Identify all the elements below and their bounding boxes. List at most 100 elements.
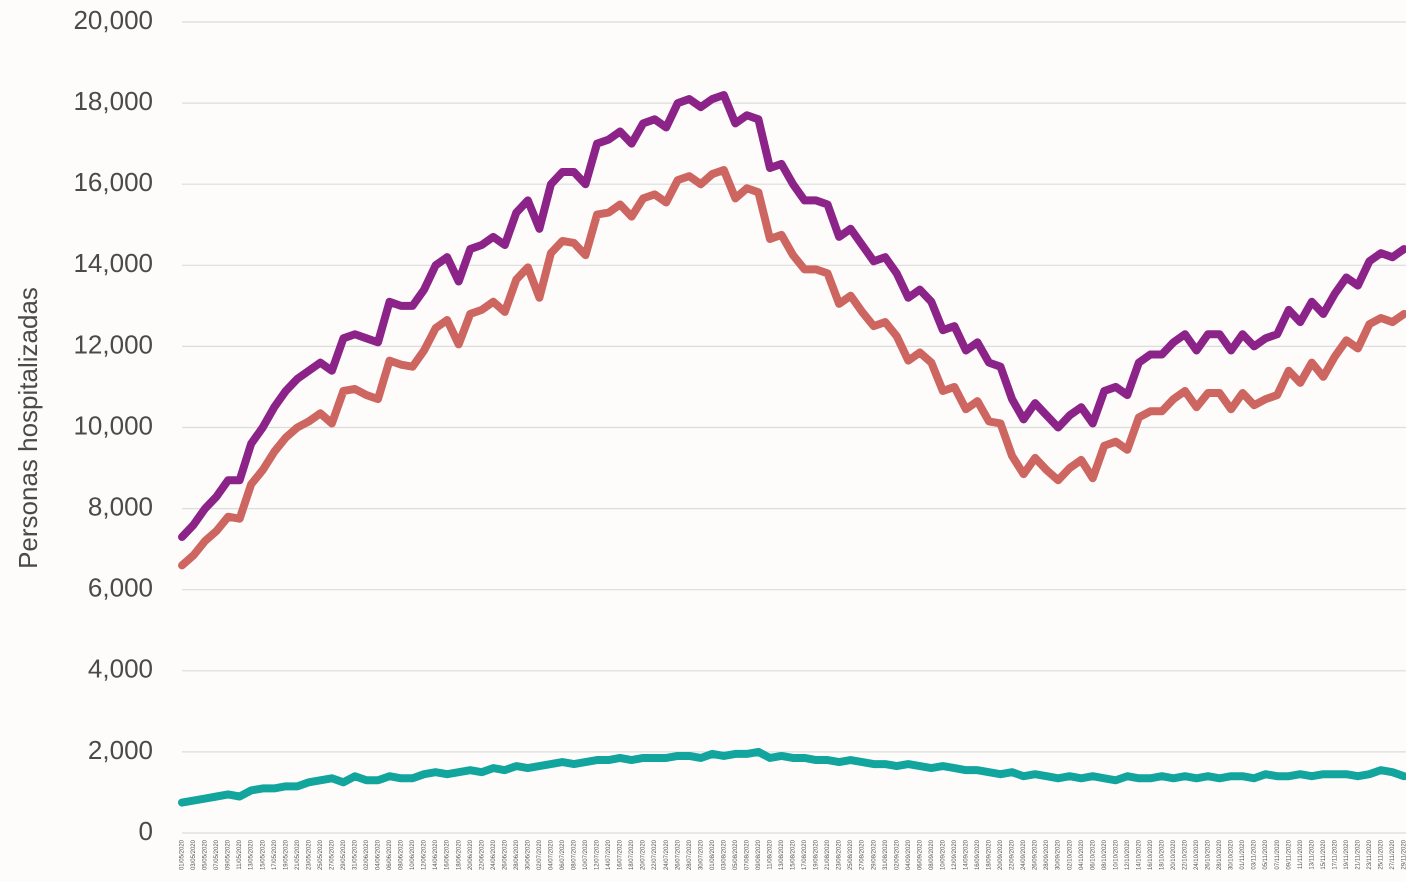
x-tick-label: 08/07/2020 xyxy=(572,839,578,870)
x-tick-label: 21/05/2020 xyxy=(295,839,301,870)
x-tick-label: 22/10/2020 xyxy=(1183,839,1189,870)
x-tick-label: 02/06/2020 xyxy=(364,839,370,870)
background xyxy=(0,0,1406,882)
x-tick-label: 06/09/2020 xyxy=(917,839,923,870)
x-tick-label: 18/06/2020 xyxy=(456,839,462,870)
x-tick-label: 18/09/2020 xyxy=(987,839,993,870)
x-tick-label: 20/10/2020 xyxy=(1171,839,1177,870)
x-tick-label: 09/08/2020 xyxy=(756,839,762,870)
x-tick-label: 11/08/2020 xyxy=(768,839,774,869)
x-tick-label: 24/06/2020 xyxy=(491,839,497,870)
x-tick-label: 28/10/2020 xyxy=(1217,839,1223,870)
x-tick-label: 15/08/2020 xyxy=(791,839,797,870)
x-tick-label: 12/07/2020 xyxy=(595,839,601,870)
x-tick-label: 26/07/2020 xyxy=(675,839,681,870)
x-tick-label: 10/06/2020 xyxy=(410,839,416,870)
y-tick-label: 16,000 xyxy=(73,167,153,197)
x-tick-label: 05/11/2020 xyxy=(1263,839,1269,869)
y-tick-label: 8,000 xyxy=(88,491,153,521)
x-tick-label: 29/05/2020 xyxy=(341,839,347,870)
x-tick-label: 07/11/2020 xyxy=(1275,839,1281,869)
x-tick-label: 09/11/2020 xyxy=(1286,839,1292,869)
y-tick-label: 2,000 xyxy=(88,735,153,765)
x-tick-label: 25/08/2020 xyxy=(848,839,854,870)
x-tick-label: 07/08/2020 xyxy=(744,839,750,870)
x-tick-label: 14/09/2020 xyxy=(964,839,970,870)
x-tick-label: 26/10/2020 xyxy=(1206,839,1212,870)
x-tick-label: 22/09/2020 xyxy=(1010,839,1016,870)
x-tick-label: 30/09/2020 xyxy=(1056,839,1062,870)
x-tick-label: 23/05/2020 xyxy=(306,839,312,870)
chart: Personas hospitalizadas 02,0004,0006,000… xyxy=(0,0,1406,882)
x-tick-label: 17/11/2020 xyxy=(1332,839,1338,869)
x-tick-label: 16/06/2020 xyxy=(445,839,451,870)
x-tick-label: 11/05/2020 xyxy=(237,839,243,869)
x-tick-label: 02/07/2020 xyxy=(537,839,543,870)
x-tick-label: 12/06/2020 xyxy=(422,839,428,870)
x-tick-label: 09/05/2020 xyxy=(226,839,232,870)
x-tick-label: 02/09/2020 xyxy=(894,839,900,870)
x-tick-label: 25/05/2020 xyxy=(318,839,324,870)
x-tick-label: 06/10/2020 xyxy=(1090,839,1096,870)
x-tick-label: 29/08/2020 xyxy=(871,839,877,870)
x-tick-label: 10/07/2020 xyxy=(583,839,589,870)
x-tick-label: 01/11/2020 xyxy=(1240,839,1246,869)
y-tick-label: 14,000 xyxy=(73,248,153,278)
x-tick-label: 25/11/2020 xyxy=(1379,839,1385,869)
x-tick-label: 18/10/2020 xyxy=(1159,839,1165,870)
x-tick-label: 29/11/2020 xyxy=(1402,839,1406,869)
x-tick-label: 31/08/2020 xyxy=(883,839,889,870)
y-tick-label: 6,000 xyxy=(88,573,153,603)
x-tick-label: 23/11/2020 xyxy=(1367,839,1373,869)
x-tick-label: 30/06/2020 xyxy=(525,839,531,870)
x-tick-label: 05/05/2020 xyxy=(203,839,209,870)
x-tick-label: 22/06/2020 xyxy=(479,839,485,870)
x-tick-label: 24/10/2020 xyxy=(1194,839,1200,870)
x-tick-label: 21/08/2020 xyxy=(825,839,831,870)
x-tick-label: 03/05/2020 xyxy=(191,839,197,870)
x-tick-label: 28/07/2020 xyxy=(687,839,693,870)
x-tick-label: 04/07/2020 xyxy=(548,839,554,870)
x-tick-label: 28/09/2020 xyxy=(1044,839,1050,870)
x-tick-label: 04/06/2020 xyxy=(376,839,382,870)
x-tick-label: 26/09/2020 xyxy=(1033,839,1039,870)
x-tick-label: 14/06/2020 xyxy=(433,839,439,870)
x-tick-label: 02/10/2020 xyxy=(1067,839,1073,870)
x-tick-label: 20/07/2020 xyxy=(641,839,647,870)
x-tick-label: 10/10/2020 xyxy=(1113,839,1119,870)
x-tick-label: 24/09/2020 xyxy=(1021,839,1027,870)
x-tick-label: 07/05/2020 xyxy=(214,839,220,870)
x-tick-label: 27/08/2020 xyxy=(860,839,866,870)
x-tick-label: 18/07/2020 xyxy=(629,839,635,870)
x-tick-label: 20/06/2020 xyxy=(468,839,474,870)
x-tick-label: 21/11/2020 xyxy=(1355,839,1361,869)
x-tick-label: 26/06/2020 xyxy=(502,839,508,870)
x-tick-label: 03/08/2020 xyxy=(721,839,727,870)
x-tick-label: 04/09/2020 xyxy=(906,839,912,870)
x-tick-label: 04/10/2020 xyxy=(1079,839,1085,870)
y-tick-label: 18,000 xyxy=(73,86,153,116)
x-tick-label: 28/06/2020 xyxy=(514,839,520,870)
x-tick-label: 13/08/2020 xyxy=(779,839,785,870)
y-tick-label: 4,000 xyxy=(88,654,153,684)
y-tick-label: 0 xyxy=(139,816,153,846)
x-tick-label: 30/07/2020 xyxy=(698,839,704,870)
x-tick-label: 15/05/2020 xyxy=(260,839,266,870)
x-tick-label: 19/08/2020 xyxy=(814,839,820,870)
x-tick-label: 16/07/2020 xyxy=(618,839,624,870)
x-tick-label: 30/10/2020 xyxy=(1229,839,1235,870)
x-tick-label: 12/09/2020 xyxy=(952,839,958,870)
x-tick-label: 14/10/2020 xyxy=(1136,839,1142,870)
x-tick-label: 08/09/2020 xyxy=(929,839,935,870)
x-tick-label: 16/09/2020 xyxy=(975,839,981,870)
x-tick-label: 15/11/2020 xyxy=(1321,839,1327,869)
y-tick-label: 20,000 xyxy=(73,5,153,35)
x-tick-label: 13/11/2020 xyxy=(1309,839,1315,869)
x-tick-label: 31/05/2020 xyxy=(353,839,359,870)
x-tick-label: 27/05/2020 xyxy=(329,839,335,870)
x-tick-label: 27/11/2020 xyxy=(1390,839,1396,869)
x-tick-label: 24/07/2020 xyxy=(664,839,670,870)
x-tick-label: 19/11/2020 xyxy=(1344,839,1350,869)
x-tick-label: 05/08/2020 xyxy=(733,839,739,870)
x-tick-label: 11/11/2020 xyxy=(1298,839,1304,869)
